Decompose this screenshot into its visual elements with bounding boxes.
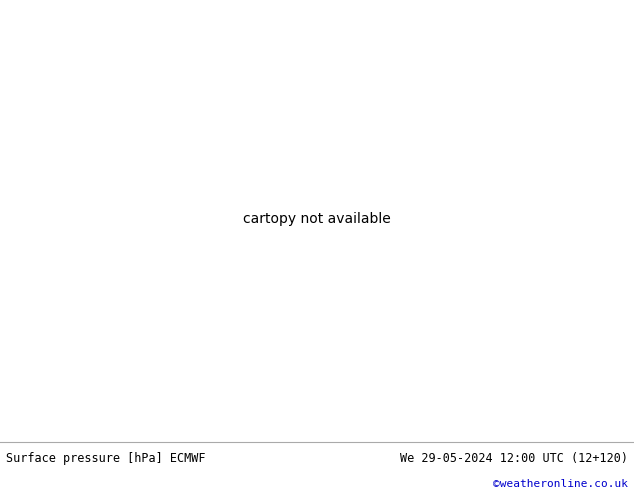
Text: We 29-05-2024 12:00 UTC (12+120): We 29-05-2024 12:00 UTC (12+120) <box>399 452 628 465</box>
Text: cartopy not available: cartopy not available <box>243 212 391 226</box>
Text: ©weatheronline.co.uk: ©weatheronline.co.uk <box>493 479 628 489</box>
Text: Surface pressure [hPa] ECMWF: Surface pressure [hPa] ECMWF <box>6 452 206 465</box>
